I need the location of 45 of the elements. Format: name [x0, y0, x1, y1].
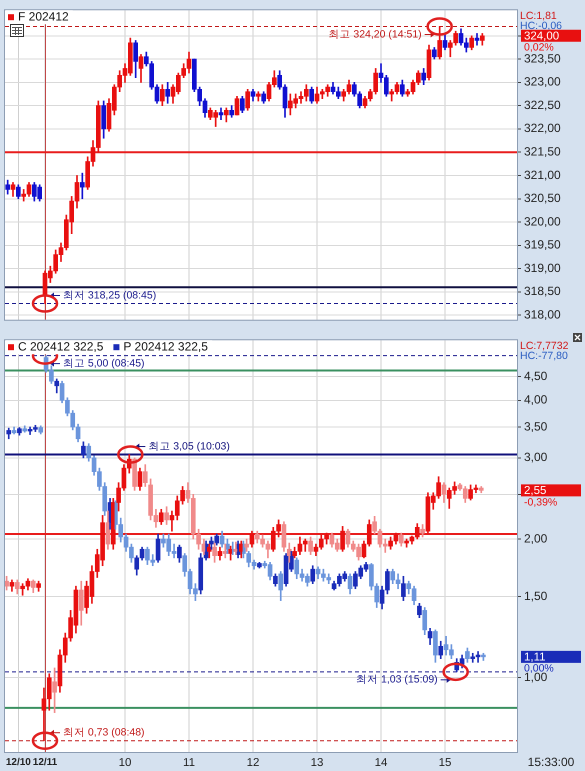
y-tick-label: 4,50 — [524, 369, 548, 384]
legend-label: P 202412 322,5 — [123, 340, 208, 354]
y-tick-label: 323,50 — [524, 51, 562, 66]
y-tick-label: 323,00 — [524, 74, 562, 89]
y-tick-label: 319,00 — [524, 260, 562, 275]
y-tick-label: 320,00 — [524, 214, 562, 228]
y-tick-label: 318,00 — [524, 307, 562, 322]
x-tick-label: 12/10 — [6, 756, 32, 768]
y-tick-label: 321,00 — [524, 168, 562, 182]
y-tick-label: 4,00 — [524, 392, 548, 407]
legend-label: F 202412 — [18, 10, 70, 24]
text: 15:33:00 — [528, 754, 575, 769]
text: LC:7,7732 — [520, 340, 569, 352]
text: HC:-0,06 — [520, 20, 562, 32]
text: LC:1,81 — [520, 10, 557, 22]
ref-line-label: 최고 324,20 (14:51) — [328, 28, 422, 40]
y-tick-label: 3,00 — [524, 450, 548, 464]
y-tick-label: 318,50 — [524, 284, 562, 298]
x-tick-label: 12/11 — [32, 756, 58, 768]
y-tick-label: 322,00 — [524, 121, 562, 136]
text: HC:-77,80 — [520, 350, 568, 362]
y-tick-label: 319,50 — [524, 238, 562, 252]
y-tick-label: 2,00 — [524, 531, 548, 546]
x-tick-label: 14 — [374, 757, 388, 770]
x-tick-label: 11 — [183, 757, 195, 770]
text: -0,39% — [524, 496, 558, 508]
x-tick-label: 12 — [246, 757, 260, 770]
text: 324,00 — [524, 30, 560, 42]
x-tick-label: 13 — [310, 757, 324, 770]
y-tick-label: 320,50 — [524, 191, 562, 206]
y-tick-label: 3,50 — [524, 419, 548, 434]
y-tick-label: 1,50 — [524, 588, 548, 603]
ref-line-label: 최저 0,73 (08:48) — [63, 726, 145, 739]
y-tick-label: 322,50 — [524, 98, 562, 112]
ref-line-label: 최고 3,05 (10:03) — [148, 440, 230, 452]
text: 2,55 — [524, 485, 546, 498]
x-tick-label: 10 — [118, 757, 132, 770]
y-tick-label: 321,50 — [524, 144, 562, 159]
ref-line-label: 최저 1,03 (15:09) — [356, 674, 438, 686]
ref-line-label: 최고 5,00 (08:45) — [63, 357, 145, 370]
legend-label: C 202412 322,5 — [18, 340, 104, 354]
x-tick-label: 15 — [438, 757, 452, 770]
text: 0,02% — [524, 42, 554, 54]
ref-line-label: 최저 318,25 (08:45) — [63, 289, 156, 302]
text: 1,11 — [524, 652, 546, 664]
